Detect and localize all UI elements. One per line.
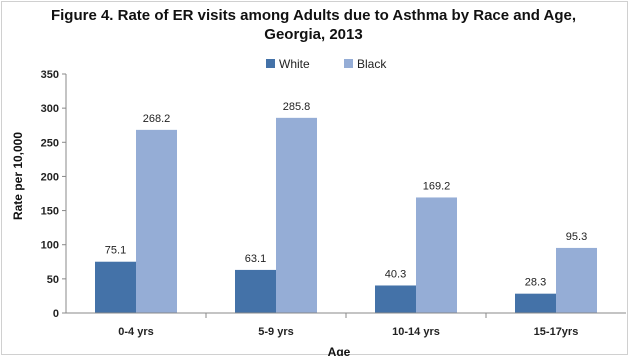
y-tick-label: 0 (53, 308, 59, 320)
bar-black-1 (276, 117, 317, 313)
data-label: 40.3 (385, 268, 406, 280)
data-label: 75.1 (105, 245, 126, 257)
chart-title-line-1: Figure 4. Rate of ER visits among Adults… (50, 7, 577, 24)
legend: White Black (266, 57, 387, 71)
y-tick-label: 150 (41, 206, 59, 218)
y-tick-label: 100 (41, 240, 59, 252)
data-label: 63.1 (245, 253, 266, 265)
data-label: 28.3 (525, 277, 546, 289)
bar-white-1 (235, 269, 276, 313)
data-label: 95.3 (566, 231, 587, 243)
y-axis-title: Rate per 10,000 (11, 132, 25, 220)
y-tick-label: 250 (41, 137, 59, 149)
x-tick-label: 0-4 yrs (118, 326, 153, 338)
bar-black-2 (416, 197, 457, 313)
x-axis: 0-4 yrs 5-9 yrs 10-14 yrs 15-17yrs (66, 312, 626, 338)
legend-swatch-white (266, 59, 275, 68)
bar-white-3 (515, 293, 556, 313)
bar-white-2 (375, 285, 416, 313)
data-label: 268.2 (143, 113, 171, 125)
y-tick-label: 300 (41, 103, 59, 115)
bar-white-0 (95, 261, 136, 313)
y-tick-label: 50 (47, 274, 59, 286)
bar-black-3 (556, 247, 597, 313)
legend-swatch-black (344, 59, 353, 68)
data-labels: 75.1 268.2 63.1 285.8 40.3 169.2 28.3 95.3 (105, 101, 587, 289)
x-tick-label: 15-17yrs (534, 326, 579, 338)
x-tick-label: 5-9 yrs (258, 326, 293, 338)
y-tick-label: 350 (41, 69, 59, 81)
chart-title: Figure 4. Rate of ER visits among Adults… (0, 6, 627, 44)
bar-black-0 (136, 129, 177, 313)
data-label: 285.8 (283, 101, 311, 113)
legend-label-black: Black (357, 57, 387, 71)
data-label: 169.2 (423, 180, 451, 192)
legend-label-white: White (279, 57, 310, 71)
chart-title-line-2: Georgia, 2013 (264, 26, 363, 43)
y-tick-label: 200 (41, 171, 59, 183)
bars (95, 117, 597, 313)
x-axis-title: Age (328, 345, 351, 356)
y-axis: 0 50 100 150 200 250 300 350 (41, 69, 67, 320)
x-tick-label: 10-14 yrs (392, 326, 440, 338)
